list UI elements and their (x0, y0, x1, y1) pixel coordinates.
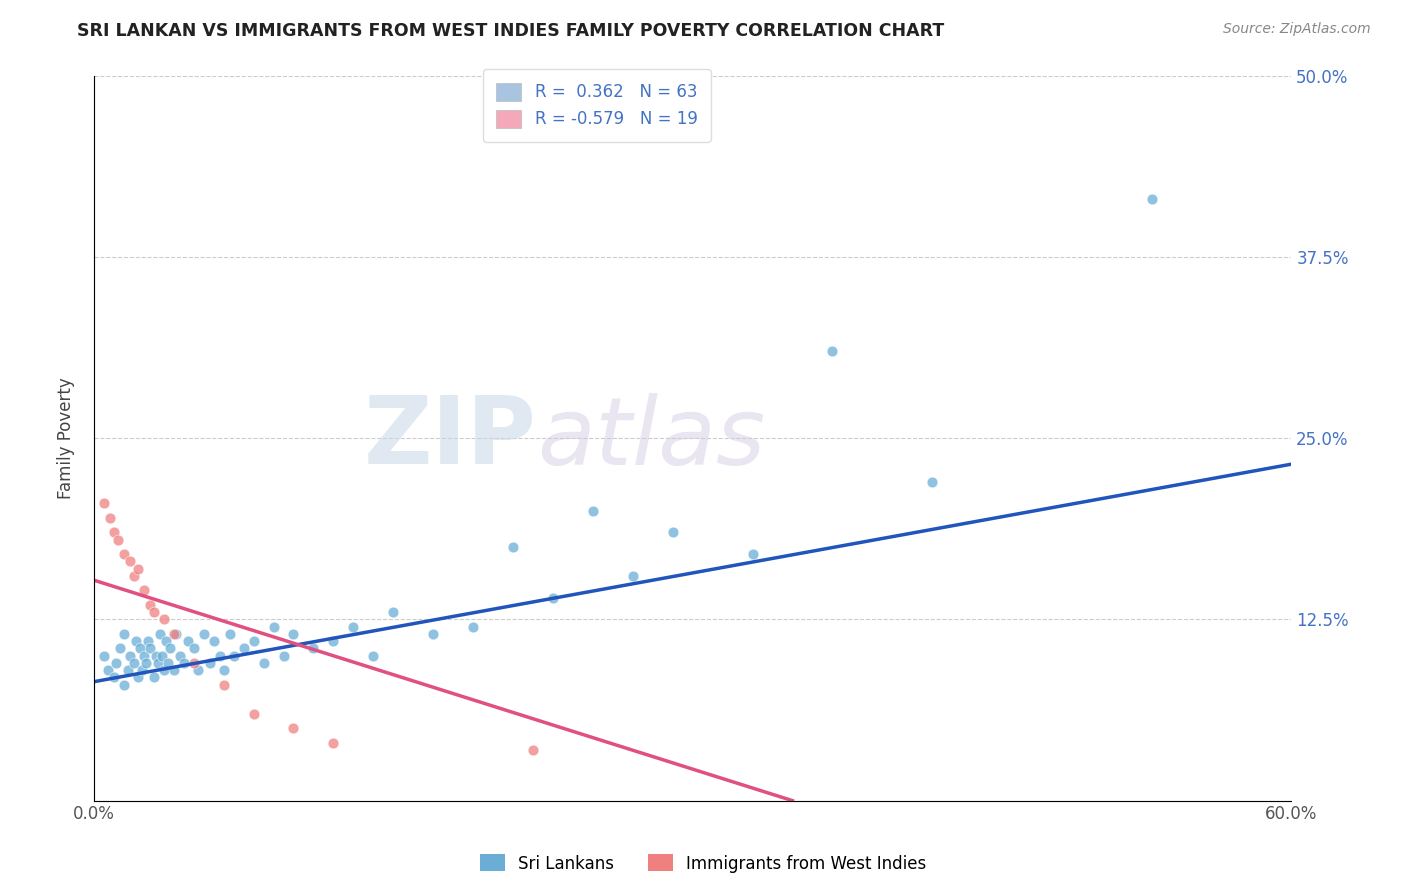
Point (661, 525, 683, 540)
Point (921, 475, 943, 489)
Point (165, 627, 187, 641)
Point (118, 554, 141, 568)
Point (541, 591, 564, 605)
Text: atlas: atlas (537, 392, 765, 483)
Point (242, 706, 264, 721)
Legend: R =  0.362   N = 63, R = -0.579   N = 19: R = 0.362 N = 63, R = -0.579 N = 19 (482, 70, 711, 142)
Point (422, 627, 444, 641)
Point (163, 627, 186, 641)
Point (363, 648, 385, 663)
Point (621, 569, 644, 583)
Point (139, 598, 162, 612)
Point (97, 663, 120, 677)
Point (741, 547, 763, 561)
Point (582, 503, 605, 517)
Point (252, 656, 274, 670)
Point (821, 344, 844, 359)
Point (173, 656, 195, 670)
Point (136, 634, 159, 648)
Point (198, 656, 221, 670)
Point (522, 743, 544, 757)
Point (107, 533, 129, 547)
Point (232, 641, 254, 656)
Point (93, 648, 115, 663)
Point (145, 648, 167, 663)
Point (152, 663, 174, 677)
Point (118, 648, 141, 663)
Point (322, 634, 344, 648)
Point (322, 736, 344, 750)
Point (152, 612, 174, 626)
Text: ZIP: ZIP (364, 392, 537, 484)
Point (122, 569, 145, 583)
Point (127, 670, 149, 684)
Point (283, 721, 305, 735)
Point (131, 663, 153, 677)
Point (139, 641, 162, 656)
Point (104, 656, 127, 670)
Point (150, 648, 173, 663)
Point (122, 656, 145, 670)
Point (112, 547, 135, 561)
Point (183, 656, 205, 670)
Point (132, 583, 155, 598)
Point (163, 663, 186, 677)
Point (128, 641, 150, 656)
Point (212, 663, 235, 677)
Legend: Sri Lankans, Immigrants from West Indies: Sri Lankans, Immigrants from West Indies (474, 847, 932, 880)
Point (108, 641, 131, 656)
Point (208, 648, 231, 663)
Point (193, 627, 215, 641)
Point (146, 656, 169, 670)
Point (103, 670, 125, 684)
Point (202, 634, 225, 648)
Point (283, 627, 305, 641)
Point (222, 648, 245, 663)
Point (135, 656, 157, 670)
Point (103, 525, 125, 540)
Point (142, 670, 165, 684)
Point (218, 627, 240, 641)
Point (212, 677, 235, 691)
Text: Source: ZipAtlas.com: Source: ZipAtlas.com (1223, 22, 1371, 37)
Point (502, 540, 524, 554)
Point (156, 656, 179, 670)
Point (132, 648, 155, 663)
Point (382, 605, 405, 619)
Point (169, 648, 191, 663)
Point (127, 561, 149, 575)
Point (342, 619, 364, 633)
Text: SRI LANKAN VS IMMIGRANTS FROM WEST INDIES FAMILY POVERTY CORRELATION CHART: SRI LANKAN VS IMMIGRANTS FROM WEST INDIE… (77, 22, 945, 40)
Point (117, 663, 139, 677)
Point (1140, 192, 1163, 206)
Point (98, 511, 121, 525)
Point (302, 641, 325, 656)
Point (112, 627, 135, 641)
Point (461, 619, 484, 633)
Point (125, 634, 148, 648)
Point (177, 634, 200, 648)
Point (93, 496, 115, 510)
Point (183, 641, 205, 656)
Point (273, 648, 295, 663)
Point (142, 605, 165, 619)
Point (149, 627, 172, 641)
Y-axis label: Family Poverty: Family Poverty (58, 377, 75, 499)
Point (159, 641, 181, 656)
Point (112, 677, 135, 691)
Point (263, 619, 285, 633)
Point (187, 663, 209, 677)
Point (155, 634, 177, 648)
Point (242, 634, 264, 648)
